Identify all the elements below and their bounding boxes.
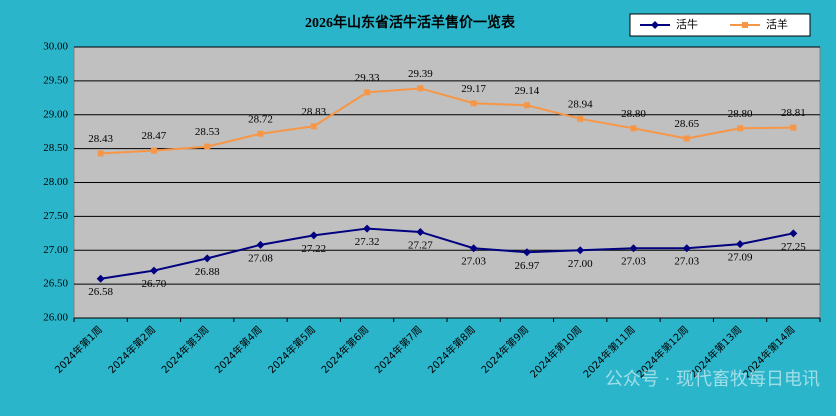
legend-label: 活牛 [676, 17, 698, 31]
data-label: 27.25 [781, 241, 806, 253]
watermark: 公众号 · 现代畜牧每日电讯 [605, 369, 820, 390]
data-label: 27.03 [674, 256, 699, 268]
point [309, 231, 318, 240]
point [204, 143, 211, 150]
point [150, 147, 157, 154]
data-label: 28.43 [88, 133, 113, 145]
data-label: 28.94 [568, 98, 593, 110]
data-label: 28.80 [728, 108, 753, 120]
legend-marker [742, 22, 748, 28]
point [522, 248, 531, 257]
data-label: 29.39 [408, 68, 433, 80]
point [682, 244, 691, 253]
data-label: 27.09 [728, 252, 753, 264]
point [417, 85, 424, 92]
point [737, 125, 744, 132]
series-line [100, 227, 794, 280]
data-label: 26.58 [88, 286, 113, 298]
data-label: 26.70 [142, 278, 167, 290]
y-tick-label: 27.00 [43, 244, 68, 256]
point [257, 130, 264, 137]
point [96, 274, 105, 283]
data-label: 27.27 [408, 239, 433, 251]
data-label: 29.33 [355, 72, 380, 84]
point [364, 89, 371, 96]
data-label: 27.08 [248, 252, 273, 264]
y-tick-label: 30.00 [43, 41, 68, 53]
point [577, 115, 584, 122]
point [629, 244, 638, 253]
data-label: 28.80 [621, 108, 646, 120]
point [469, 244, 478, 253]
point [203, 254, 212, 263]
data-label: 28.83 [301, 106, 326, 118]
point [363, 224, 372, 233]
data-label: 26.88 [195, 266, 220, 278]
data-label: 27.03 [461, 256, 486, 268]
point [256, 240, 265, 249]
data-label: 29.17 [461, 83, 486, 95]
point [790, 124, 797, 131]
point [789, 229, 798, 238]
point [310, 123, 317, 130]
data-label: 27.32 [355, 236, 380, 248]
y-tick-label: 29.00 [43, 108, 68, 120]
y-tick-label: 26.50 [43, 278, 68, 290]
data-label: 27.00 [568, 258, 593, 270]
legend-marker [651, 21, 659, 29]
y-tick-label: 26.00 [43, 312, 68, 324]
point [523, 102, 530, 109]
legend-label: 活羊 [766, 17, 788, 31]
data-label: 28.47 [142, 130, 167, 142]
data-label: 29.14 [515, 85, 540, 97]
data-label: 28.53 [195, 126, 220, 138]
point [736, 240, 745, 249]
point [630, 125, 637, 132]
point [97, 150, 104, 157]
legend-box [629, 13, 811, 37]
series-line [100, 87, 794, 155]
data-label: 28.81 [781, 107, 806, 119]
point [149, 266, 158, 275]
y-tick-label: 28.50 [43, 142, 68, 154]
data-label: 27.22 [301, 243, 326, 255]
chart-title: 2026年山东省活牛活羊售价一览表 [305, 14, 516, 31]
data-label: 26.97 [515, 260, 540, 272]
y-tick-label: 28.00 [43, 176, 68, 188]
y-tick-label: 29.50 [43, 74, 68, 86]
data-label: 28.65 [674, 118, 699, 130]
point [470, 100, 477, 107]
point [416, 227, 425, 236]
y-tick-label: 27.50 [43, 210, 68, 222]
data-label: 28.72 [248, 113, 273, 125]
data-label: 27.03 [621, 256, 646, 268]
point [683, 135, 690, 142]
point [576, 246, 585, 255]
